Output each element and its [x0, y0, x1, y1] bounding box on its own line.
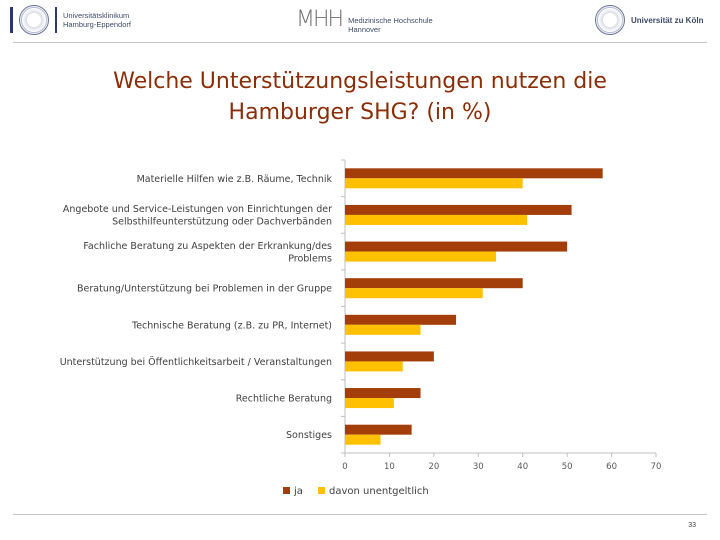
x-tick-label: 0	[342, 462, 347, 472]
header-divider	[13, 42, 707, 43]
x-tick-label: 50	[562, 462, 573, 472]
footer-divider	[13, 514, 707, 515]
uni-koeln-logo-text: Universität zu Köln	[631, 15, 704, 25]
x-tick-label: 70	[651, 462, 662, 472]
category-label-line: Problems	[288, 253, 332, 264]
category-label-line: Sonstiges	[286, 430, 332, 441]
uke-logo-line2: Hamburg-Eppendorf	[63, 20, 131, 29]
category-label: Fachliche Beratung zu Aspekten der Erkra…	[83, 241, 332, 265]
category-label: Angebote und Service-Leistungen von Einr…	[63, 204, 332, 228]
bar-unentgeltlich	[345, 288, 483, 299]
category-label-line: Materielle Hilfen wie z.B. Räume, Techni…	[137, 174, 333, 185]
slide-title-line2: Hamburger SHG? (in %)	[228, 100, 492, 125]
bar-unentgeltlich	[345, 324, 421, 335]
category-label-line: Unterstützung bei Öffentlichkeitsarbeit …	[60, 357, 332, 368]
logo-bar-icon	[55, 7, 57, 33]
legend-label: ja	[293, 486, 303, 497]
bar-ja	[345, 204, 572, 215]
bar-ja	[345, 278, 523, 289]
slide-title-line1: Welche Unterstützungsleistungen nutzen d…	[113, 69, 607, 94]
category-label: Materielle Hilfen wie z.B. Räume, Techni…	[137, 174, 333, 185]
x-tick-label: 20	[428, 462, 439, 472]
legend-label: davon unentgeltlich	[329, 486, 429, 497]
category-label-line: Selbsthilfeunterstützung oder Dachverbän…	[112, 217, 332, 228]
category-label: Sonstiges	[286, 430, 332, 441]
mhh-logo: MHH Medizinische Hochschule Hannover	[296, 4, 433, 35]
bar-unentgeltlich	[345, 251, 497, 262]
uke-logo-text: Universitätsklinikum Hamburg-Eppendorf	[63, 11, 131, 29]
slide-title: Welche Unterstützungsleistungen nutzen d…	[0, 66, 720, 128]
bar-unentgeltlich	[345, 178, 523, 189]
bar-unentgeltlich	[345, 361, 403, 372]
bar-unentgeltlich	[345, 434, 381, 445]
category-label: Unterstützung bei Öffentlichkeitsarbeit …	[60, 357, 332, 368]
bar-unentgeltlich	[345, 398, 394, 409]
x-tick-label: 40	[517, 462, 528, 472]
mhh-logo-line2: Hannover	[348, 25, 381, 34]
category-label-line: Fachliche Beratung zu Aspekten der Erkra…	[83, 241, 332, 252]
x-tick-label: 10	[384, 462, 395, 472]
logo-bar-icon	[10, 7, 13, 33]
mhh-logo-line1: Medizinische Hochschule	[348, 16, 433, 25]
x-tick-label: 60	[606, 462, 617, 472]
category-label-line: Technische Beratung (z.B. zu PR, Interne…	[131, 320, 332, 331]
uke-logo-line1: Universitätsklinikum	[63, 11, 130, 20]
category-label-line: Angebote und Service-Leistungen von Einr…	[63, 204, 332, 215]
uni-koeln-logo: Universität zu Köln	[595, 5, 703, 35]
uke-logo: Universitätsklinikum Hamburg-Eppendorf	[10, 5, 131, 35]
page-number: 33	[688, 522, 696, 529]
legend-swatch	[283, 487, 290, 494]
mhh-logo-text: Medizinische Hochschule Hannover	[348, 16, 433, 34]
mhh-mark: MHH	[296, 6, 344, 32]
category-label: Technische Beratung (z.B. zu PR, Interne…	[131, 320, 332, 331]
bar-unentgeltlich	[345, 214, 528, 225]
category-label: Rechtliche Beratung	[236, 394, 332, 405]
x-tick-label: 30	[473, 462, 484, 472]
bar-ja	[345, 241, 568, 252]
category-label: Beratung/Unterstützung bei Problemen in …	[77, 284, 332, 295]
uni-koeln-seal-icon	[595, 5, 625, 35]
bar-ja	[345, 424, 412, 435]
category-label-line: Rechtliche Beratung	[236, 394, 332, 405]
bar-ja	[345, 388, 421, 399]
bar-ja	[345, 314, 457, 325]
bar-ja	[345, 351, 434, 362]
category-label-line: Beratung/Unterstützung bei Problemen in …	[77, 284, 332, 295]
bar-ja	[345, 168, 603, 179]
uke-seal-icon	[19, 5, 49, 35]
legend-swatch	[318, 487, 325, 494]
slide-header: Universitätsklinikum Hamburg-Eppendorf M…	[0, 0, 720, 44]
